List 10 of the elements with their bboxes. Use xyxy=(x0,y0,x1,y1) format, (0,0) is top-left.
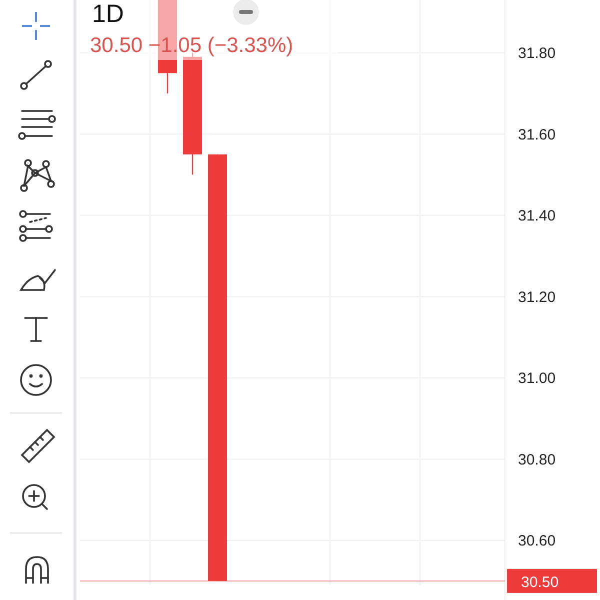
y-tick-label: 30.60 xyxy=(518,532,556,550)
y-tick-label: 31.00 xyxy=(518,370,556,388)
y-tick-label: 31.40 xyxy=(518,208,556,225)
ref-line-label: 30.50 xyxy=(521,574,559,591)
y-tick-label: 31.80 xyxy=(518,45,556,62)
y-tick-label: 30.80 xyxy=(518,451,556,468)
y-tick-label: 31.20 xyxy=(518,288,556,306)
y-tick-label: 31.60 xyxy=(518,126,556,144)
chart-title: 1D xyxy=(92,0,124,28)
annotation: 30.50 −1.05 (−3.33%) xyxy=(90,34,294,57)
